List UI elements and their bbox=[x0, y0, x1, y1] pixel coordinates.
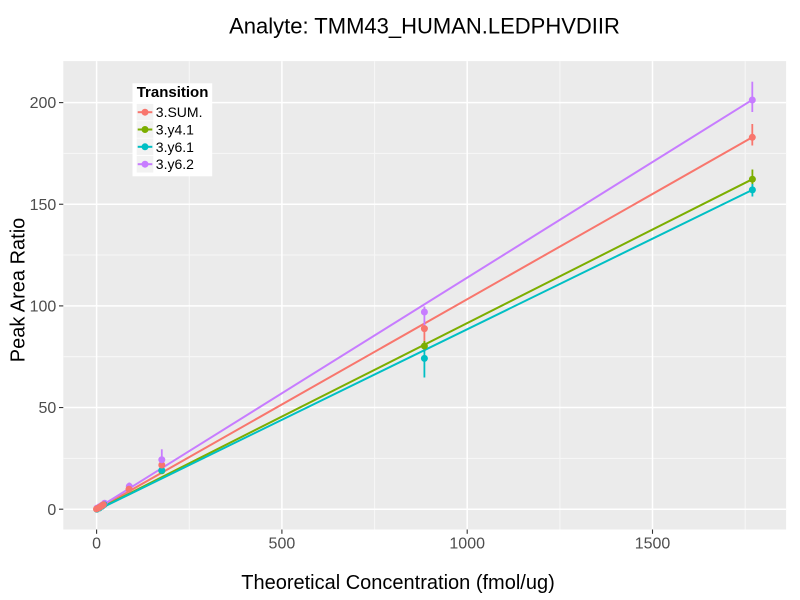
svg-text:3.y4.1: 3.y4.1 bbox=[156, 122, 194, 138]
svg-text:3.SUM.: 3.SUM. bbox=[156, 104, 203, 120]
svg-text:100: 100 bbox=[30, 299, 57, 316]
svg-text:Transition: Transition bbox=[137, 84, 209, 101]
svg-text:1500: 1500 bbox=[635, 536, 671, 553]
svg-text:150: 150 bbox=[30, 197, 57, 214]
svg-text:1000: 1000 bbox=[449, 536, 485, 553]
svg-text:Peak Area Ratio: Peak Area Ratio bbox=[8, 218, 30, 363]
svg-text:500: 500 bbox=[269, 536, 296, 553]
svg-text:3.y6.1: 3.y6.1 bbox=[156, 139, 194, 155]
svg-text:Theoretical Concentration (fmo: Theoretical Concentration (fmol/ug) bbox=[241, 572, 554, 594]
svg-text:50: 50 bbox=[39, 400, 57, 417]
svg-text:3.y6.2: 3.y6.2 bbox=[156, 156, 194, 172]
svg-text:200: 200 bbox=[30, 95, 57, 112]
svg-text:Analyte: TMM43_HUMAN.LEDPHVDII: Analyte: TMM43_HUMAN.LEDPHVDIIR bbox=[229, 14, 620, 39]
svg-text:0: 0 bbox=[92, 536, 101, 553]
svg-text:0: 0 bbox=[47, 502, 56, 519]
